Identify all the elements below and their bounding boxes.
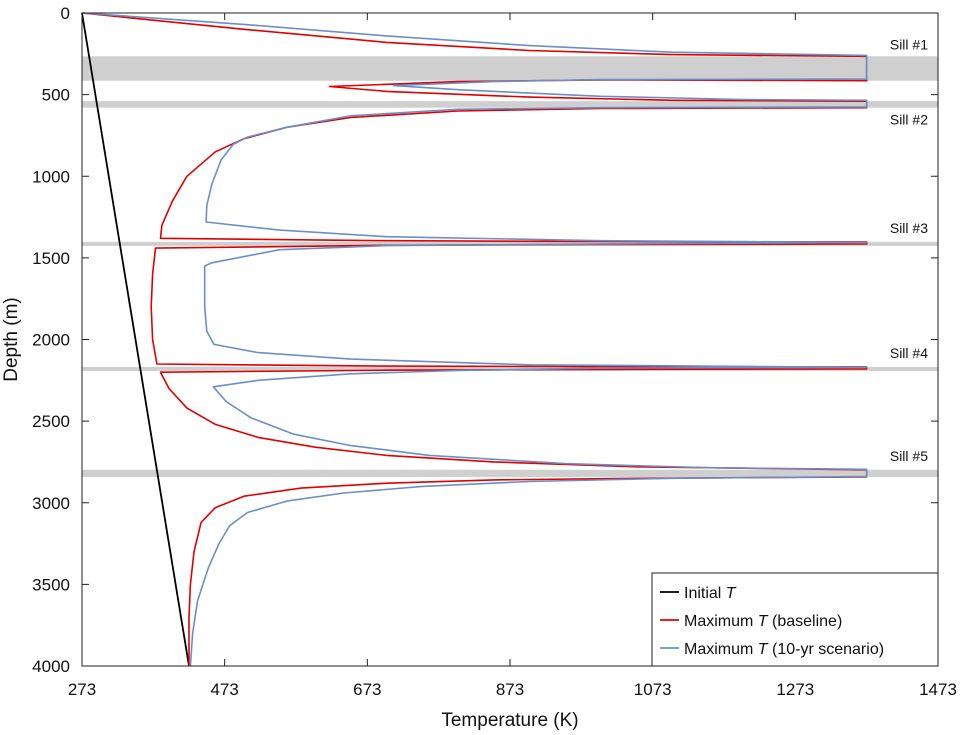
x-tick-label-2: 673 [353,680,381,699]
series-lines [81,12,868,667]
y-tick-label-2: 1000 [32,167,70,186]
y-tick-label-5: 2500 [32,412,70,431]
x-tick-label-0: 273 [68,680,96,699]
y-tick-label-8: 4000 [32,657,70,676]
sill-label-5: Sill #5 [890,448,928,464]
series-line-2 [81,12,868,666]
y-tick-label-1: 500 [42,86,70,105]
sill-label-2: Sill #2 [890,112,928,128]
x-axis-label: Temperature (K) [441,710,578,731]
axis-ticks: 273 473 673 873 1073 1273 1473 0 500 1000 1500 2000… [32,4,957,699]
sill-label-1: Sill #1 [890,36,928,52]
sill-band-5 [82,469,938,477]
sill-label-3: Sill #3 [890,220,928,236]
legend-box [651,572,939,667]
series-line-1 [81,12,190,667]
x-tick-label-5: 1273 [776,680,814,699]
sill-labels: Sill #1 Sill #2 Sill #3 Sill #4 Sill #5 [890,36,928,464]
sill-band-1 [82,56,938,81]
sill-band-3 [82,241,938,246]
y-tick-label-0: 0 [61,4,70,23]
series-line-3 [81,12,868,667]
legend-label-2: Maximum T (baseline) [684,613,842,630]
legend-label-3: Maximum T (10-yr scenario) [684,641,884,658]
legend: Initial T Maximum T (baseline) Maximum T (… [651,572,939,667]
x-tick-label-3: 873 [496,680,524,699]
sill-bands [82,56,938,477]
y-tick-label-4: 2000 [32,331,70,350]
x-tick-label-1: 473 [210,680,238,699]
x-tick-label-4: 1073 [634,680,672,699]
sill-band-2 [82,101,938,108]
y-tick-label-3: 1500 [32,249,70,268]
legend-label-1: Initial T [684,585,737,602]
y-tick-label-7: 3500 [32,575,70,594]
y-axis-label: Depth (m) [1,297,22,381]
y-tick-label-6: 3000 [32,494,70,513]
x-tick-label-6: 1473 [919,680,957,699]
sill-label-4: Sill #4 [890,345,928,361]
